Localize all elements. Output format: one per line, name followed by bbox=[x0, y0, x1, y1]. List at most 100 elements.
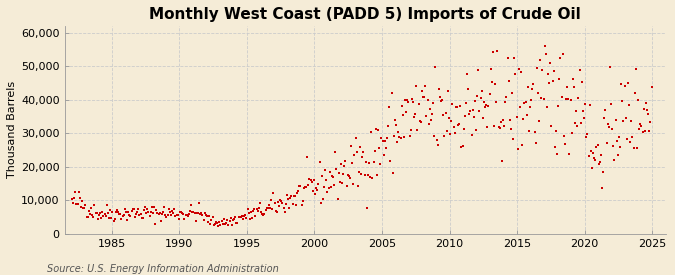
Point bbox=[508, 137, 518, 141]
Point bbox=[189, 211, 200, 216]
Point bbox=[351, 150, 362, 154]
Point bbox=[143, 210, 154, 214]
Point bbox=[141, 211, 152, 216]
Point bbox=[256, 212, 267, 216]
Point bbox=[344, 175, 355, 180]
Point bbox=[99, 212, 110, 216]
Point bbox=[324, 170, 335, 174]
Point bbox=[98, 213, 109, 218]
Point bbox=[637, 130, 648, 134]
Point bbox=[516, 70, 526, 74]
Point bbox=[617, 99, 628, 104]
Point bbox=[293, 189, 304, 193]
Point bbox=[332, 197, 343, 201]
Point bbox=[589, 156, 599, 161]
Point bbox=[634, 126, 645, 131]
Point bbox=[401, 110, 412, 115]
Point bbox=[477, 89, 487, 93]
Point bbox=[187, 210, 198, 214]
Point bbox=[642, 108, 653, 112]
Point bbox=[155, 219, 166, 224]
Point bbox=[398, 135, 409, 140]
Point bbox=[113, 210, 124, 214]
Point bbox=[182, 214, 193, 219]
Point bbox=[180, 213, 191, 217]
Point bbox=[408, 100, 418, 104]
Point bbox=[535, 58, 545, 63]
Point bbox=[179, 217, 190, 221]
Point bbox=[362, 173, 373, 178]
Point bbox=[216, 219, 227, 223]
Point bbox=[544, 81, 555, 85]
Point bbox=[128, 207, 139, 211]
Point bbox=[506, 126, 516, 131]
Point bbox=[366, 130, 377, 134]
Point bbox=[138, 208, 149, 212]
Point bbox=[588, 151, 599, 156]
Point bbox=[230, 215, 240, 219]
Point bbox=[290, 203, 301, 207]
Point bbox=[571, 109, 582, 113]
Point bbox=[377, 139, 388, 144]
Point bbox=[121, 210, 132, 214]
Point bbox=[273, 204, 284, 208]
Point bbox=[200, 213, 211, 217]
Point bbox=[364, 175, 375, 179]
Point bbox=[241, 216, 252, 221]
Point bbox=[599, 116, 610, 120]
Point bbox=[304, 177, 315, 182]
Point bbox=[585, 103, 595, 108]
Point bbox=[466, 133, 477, 137]
Point bbox=[499, 123, 510, 128]
Point bbox=[406, 97, 417, 101]
Point bbox=[433, 142, 443, 147]
Point bbox=[252, 208, 263, 213]
Point bbox=[153, 212, 164, 217]
Point bbox=[236, 215, 246, 219]
Point bbox=[211, 220, 221, 224]
Point bbox=[465, 108, 476, 113]
Point bbox=[553, 104, 564, 109]
Point bbox=[160, 213, 171, 218]
Point bbox=[69, 196, 80, 200]
Point bbox=[521, 113, 532, 117]
Point bbox=[639, 107, 649, 112]
Point bbox=[430, 65, 441, 70]
Point bbox=[212, 221, 223, 226]
Point bbox=[626, 119, 637, 123]
Point bbox=[68, 201, 78, 205]
Point bbox=[423, 122, 434, 126]
Point bbox=[643, 112, 653, 117]
Point bbox=[89, 203, 100, 207]
Point bbox=[175, 210, 186, 214]
Point bbox=[384, 105, 395, 109]
Point bbox=[271, 210, 282, 214]
Point bbox=[80, 203, 91, 207]
Point bbox=[248, 208, 259, 213]
Point bbox=[249, 207, 260, 211]
Point bbox=[454, 122, 464, 126]
Point bbox=[259, 212, 270, 216]
Point bbox=[517, 143, 528, 148]
Point bbox=[136, 216, 147, 220]
Point bbox=[575, 121, 586, 126]
Point bbox=[320, 168, 331, 172]
Point bbox=[418, 95, 429, 99]
Point bbox=[285, 196, 296, 200]
Point bbox=[82, 214, 93, 219]
Point bbox=[614, 135, 624, 139]
Point bbox=[348, 182, 358, 186]
Point bbox=[118, 213, 129, 217]
Point bbox=[386, 91, 397, 95]
Point bbox=[436, 98, 447, 103]
Point bbox=[597, 185, 608, 190]
Point bbox=[254, 201, 265, 205]
Point bbox=[412, 128, 423, 133]
Point bbox=[146, 205, 157, 209]
Point bbox=[213, 224, 223, 228]
Point bbox=[491, 100, 502, 104]
Point bbox=[222, 218, 233, 222]
Point bbox=[379, 139, 390, 144]
Point bbox=[144, 214, 155, 218]
Point bbox=[622, 137, 632, 141]
